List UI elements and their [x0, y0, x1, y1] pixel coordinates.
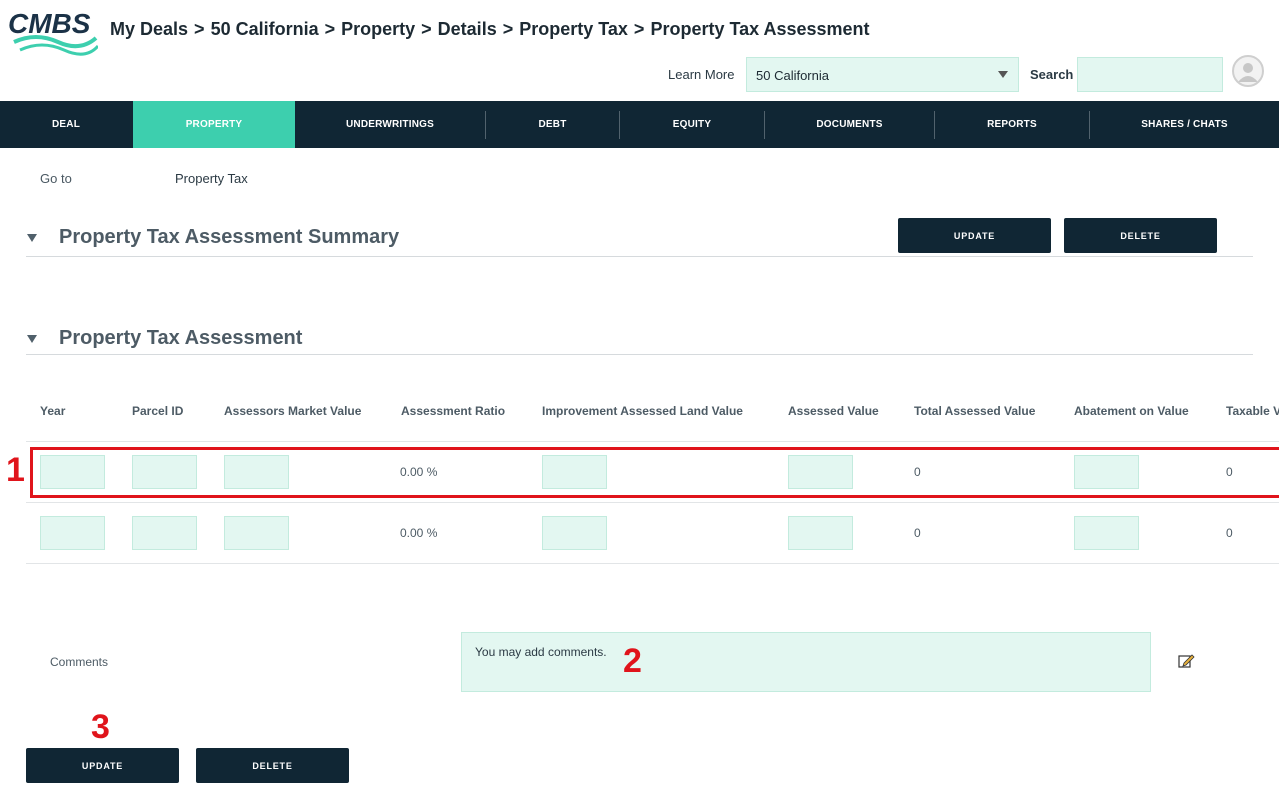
assessed-value-input[interactable] [788, 455, 853, 489]
column-header-abatement-on-value: Abatement on Value [1074, 404, 1189, 418]
total-assessed-value: 0 [914, 526, 921, 540]
nav-deal[interactable]: DEAL [51, 119, 81, 130]
taxable-value: 0 [1226, 465, 1233, 479]
search-label: Search [1030, 67, 1074, 82]
column-header-improvement-assessed-land-value: Improvement Assessed Land Value [542, 404, 743, 418]
row-divider [26, 563, 1279, 564]
improvement-assessed-land-value-input[interactable] [542, 516, 607, 550]
nav-equity[interactable]: EQUITY [672, 119, 712, 130]
breadcrumb-property[interactable]: Property [341, 19, 416, 39]
column-header-assessors-market-value: Assessors Market Value [224, 404, 362, 418]
nav-divider [1089, 111, 1090, 139]
assessment-ratio-value: 0.00 % [400, 526, 438, 540]
avatar-icon[interactable] [1232, 55, 1264, 87]
nav-divider [485, 111, 486, 139]
row-divider [26, 502, 1279, 503]
improvement-assessed-land-value-input[interactable] [542, 455, 607, 489]
annotation-number-2: 2 [623, 642, 642, 680]
breadcrumb-property-tax[interactable]: Property Tax [519, 19, 628, 39]
collapse-triangle-icon[interactable] [27, 335, 37, 343]
column-header-assessed-value: Assessed Value [788, 404, 879, 418]
deal-select-value: 50 California [756, 68, 829, 83]
section-divider [26, 354, 1253, 355]
nav-documents[interactable]: DOCUMENTS [816, 119, 883, 130]
abatement-on-value-input[interactable] [1074, 455, 1139, 489]
year-input[interactable] [40, 516, 105, 550]
annotation-number-3: 3 [91, 708, 110, 746]
breadcrumb-details[interactable]: Details [437, 19, 497, 39]
parcel-id-input[interactable] [132, 516, 197, 550]
column-header-parcel-id: Parcel ID [132, 404, 184, 418]
assessed-value-input[interactable] [788, 516, 853, 550]
column-header-taxable-value: Taxable V [1226, 404, 1279, 418]
collapse-triangle-icon[interactable] [27, 234, 37, 242]
comments-textarea[interactable]: You may add comments. [461, 632, 1151, 692]
comments-label: Comments [50, 655, 109, 669]
nav-debt[interactable]: DEBT [538, 119, 567, 130]
summary-section-title: Property Tax Assessment Summary [59, 226, 400, 248]
abatement-on-value-input[interactable] [1074, 516, 1139, 550]
nav-underwritings[interactable]: UNDERWRITINGS [346, 119, 434, 130]
assessment-section-title: Property Tax Assessment [59, 327, 303, 349]
breadcrumb-my-deals[interactable]: My Deals [110, 19, 189, 39]
update-button[interactable]: UPDATE [26, 748, 179, 783]
column-header-total-assessed-value: Total Assessed Value [914, 404, 1036, 418]
breadcrumb-current-page: Property Tax Assessment [650, 19, 870, 39]
edit-icon[interactable] [1178, 653, 1196, 669]
annotation-highlight-box [30, 447, 1279, 498]
nav-divider [934, 111, 935, 139]
assessors-market-value-input[interactable] [224, 455, 289, 489]
nav-shares-chats[interactable]: SHARES / CHATS [1141, 119, 1228, 130]
column-header-assessment-ratio: Assessment Ratio [401, 404, 506, 418]
section-divider [26, 256, 1253, 257]
goto-select[interactable]: Property Tax [175, 171, 248, 186]
assessment-ratio-value: 0.00 % [400, 465, 438, 479]
column-header-year: Year [40, 404, 66, 418]
breadcrumb-deal[interactable]: 50 California [210, 19, 319, 39]
taxable-value: 0 [1226, 526, 1233, 540]
year-input[interactable] [40, 455, 105, 489]
summary-delete-button[interactable]: DELETE [1064, 218, 1217, 253]
goto-label: Go to [40, 171, 72, 186]
chevron-down-icon [998, 71, 1008, 78]
nav-divider [619, 111, 620, 139]
deal-select[interactable]: 50 California [746, 57, 1019, 92]
assessors-market-value-input[interactable] [224, 516, 289, 550]
total-assessed-value: 0 [914, 465, 921, 479]
nav-property[interactable]: PROPERTY [133, 101, 295, 148]
breadcrumb: My Deals >50 California > Property > Details >… [110, 19, 870, 39]
delete-button[interactable]: DELETE [196, 748, 349, 783]
summary-update-button[interactable]: UPDATE [898, 218, 1051, 253]
annotation-number-1: 1 [6, 451, 25, 489]
row-divider [26, 441, 1279, 442]
nav-divider [764, 111, 765, 139]
parcel-id-input[interactable] [132, 455, 197, 489]
search-input[interactable] [1077, 57, 1223, 92]
main-nav: DEAL PROPERTY UNDERWRITINGS DEBT EQUITY … [0, 101, 1279, 148]
cmbs-logo[interactable]: CMBS [6, 6, 98, 56]
learn-more-link[interactable]: Learn More [668, 67, 735, 82]
logo-text: CMBS [8, 8, 91, 39]
nav-reports[interactable]: REPORTS [987, 119, 1037, 130]
